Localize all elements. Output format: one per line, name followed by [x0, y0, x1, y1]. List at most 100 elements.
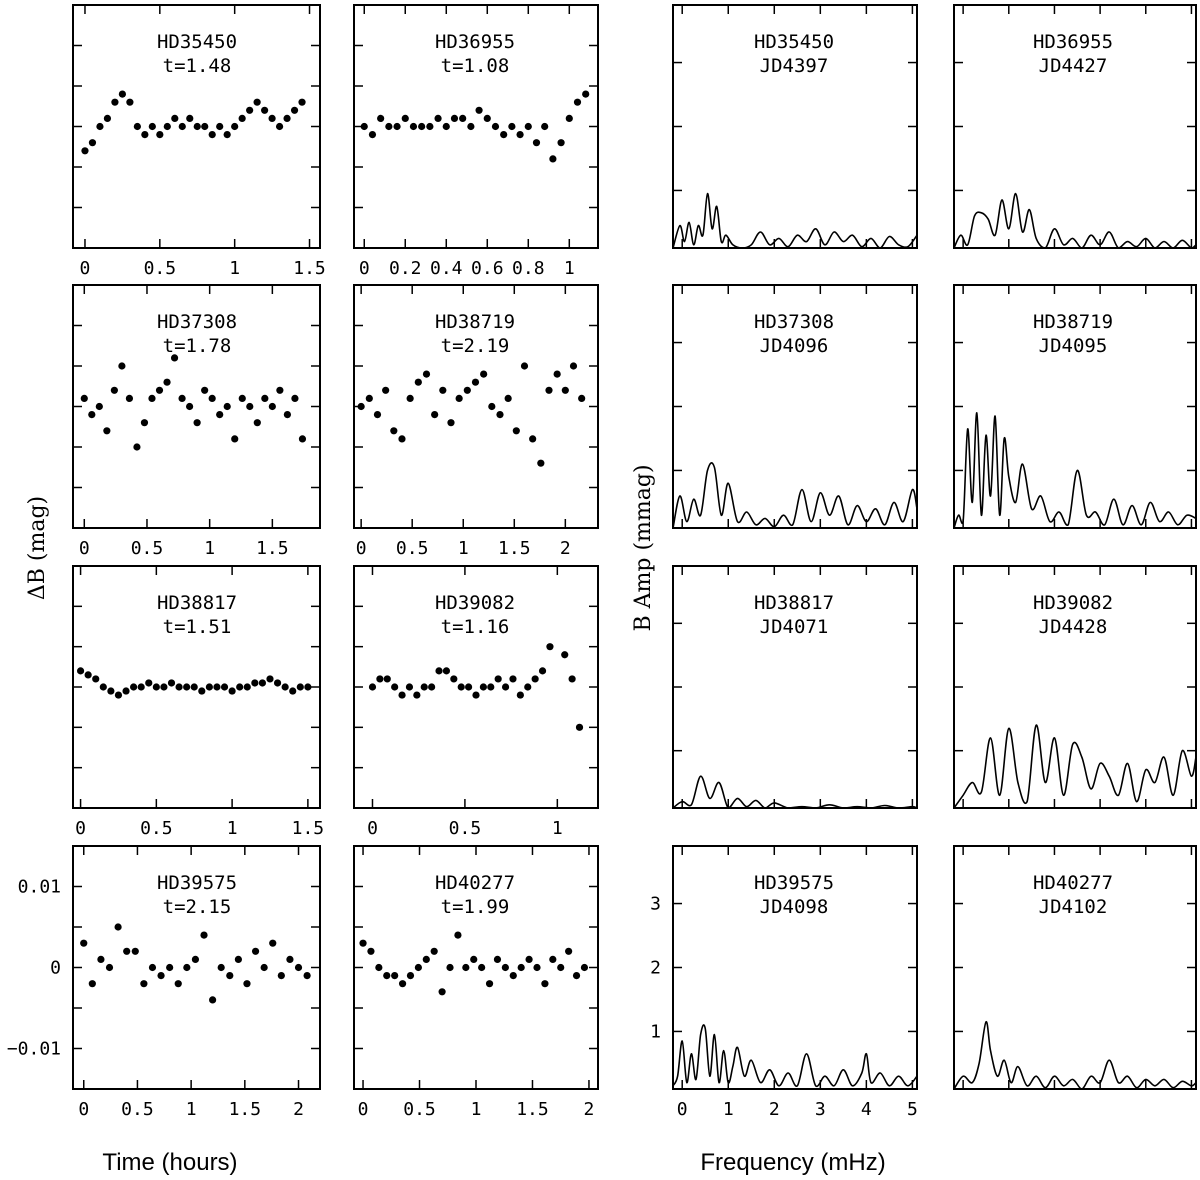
- x-tick-label: 1.5: [516, 1099, 549, 1120]
- lightcurve-point: [201, 122, 209, 131]
- lightcurve-point: [234, 955, 242, 964]
- lightcurve-point: [546, 643, 554, 651]
- lightcurve-point: [568, 675, 576, 683]
- lightcurve-point: [509, 675, 517, 683]
- spectrum-hd40277-star-label: HD40277: [1033, 872, 1113, 894]
- lightcurve-point: [430, 947, 438, 955]
- lightcurve-point: [447, 419, 455, 427]
- lightcurve-point: [504, 394, 512, 402]
- lightcurve-point: [501, 963, 509, 972]
- lightcurve-point: [105, 963, 114, 972]
- lightcurve-point: [517, 963, 525, 972]
- lightcurve-point: [496, 411, 504, 419]
- amplitude-spectrum-line: [672, 775, 918, 809]
- lightcurve-point: [111, 98, 119, 106]
- lightcurve-point: [493, 955, 502, 964]
- lightcurve-point: [148, 122, 156, 131]
- lightcurve-point: [238, 114, 246, 122]
- x-tick-label: 0.5: [403, 1099, 436, 1120]
- lightcurve-point: [375, 963, 383, 972]
- lightcurve-point: [426, 122, 434, 131]
- lightcurve-point: [141, 131, 149, 139]
- lightcurve-point: [190, 683, 198, 691]
- x-tick-label: 0.5: [449, 818, 482, 839]
- lightcurve-point: [216, 411, 224, 419]
- lightcurve-point: [163, 122, 171, 131]
- lightcurve-point: [174, 980, 182, 988]
- amplitude-spectrum-line: [953, 1021, 1197, 1090]
- lightcurve-point: [163, 378, 171, 386]
- lightcurve-point: [500, 131, 508, 139]
- lightcurve-point: [286, 955, 294, 964]
- lightcurve-point: [243, 683, 251, 691]
- lightcurve-point: [557, 963, 565, 972]
- lightcurve-point: [88, 139, 97, 147]
- lightcurve-point: [223, 402, 231, 411]
- lightcurve-point: [549, 955, 557, 964]
- lightcurve-point: [580, 963, 589, 972]
- lightcurve-point: [462, 963, 470, 972]
- lightcurve-point: [201, 386, 209, 394]
- lightcurve-point: [398, 980, 407, 988]
- lightcurve-point: [508, 122, 516, 131]
- lightcurve-point: [422, 370, 431, 378]
- x-tick-label: 4: [861, 1099, 872, 1120]
- lightcurve-point: [103, 114, 112, 122]
- lightcurve-point: [541, 980, 549, 988]
- lightcurve-point: [368, 131, 377, 139]
- lightcurve-point: [268, 402, 276, 411]
- lightcurve-point: [118, 90, 126, 98]
- spectrum-hd38817-epoch-label: JD4071: [760, 616, 829, 638]
- lightcurve-point: [524, 122, 532, 131]
- y-tick-label: −0.01: [7, 1039, 61, 1060]
- lightcurve-point: [186, 402, 194, 411]
- lightcurve-point: [565, 114, 573, 122]
- x-tick-label: 0.6: [471, 258, 504, 279]
- lightcurve-point: [223, 131, 231, 139]
- lightcurve-point: [454, 931, 462, 939]
- lightcurve-point: [480, 370, 488, 378]
- lightcurve-hd39575-epoch-label: t=2.15: [163, 896, 232, 918]
- lightcurve-point: [186, 114, 194, 122]
- lightcurve-point: [303, 972, 311, 980]
- x-tick-label: 0.5: [121, 1099, 154, 1120]
- lightcurve-point: [231, 435, 239, 443]
- lightcurve-point: [156, 131, 164, 139]
- x-tick-label: 0: [356, 538, 367, 559]
- lightcurve-point: [409, 122, 418, 131]
- lightcurve-point: [438, 988, 446, 996]
- lightcurve-point: [368, 683, 377, 691]
- lightcurve-point: [220, 683, 229, 691]
- lightcurve-point: [439, 386, 447, 394]
- lightcurve-point: [455, 394, 463, 402]
- lightcurve-point: [208, 131, 216, 139]
- lightcurve-point: [390, 427, 398, 435]
- lightcurve-point: [92, 675, 100, 683]
- x-tick-label: 1: [227, 818, 238, 839]
- lightcurve-point: [376, 675, 384, 683]
- lightcurve-point: [398, 691, 406, 699]
- lightcurve-point: [200, 931, 208, 939]
- lightcurve-point: [126, 98, 134, 106]
- amplitude-spectrum-line: [953, 724, 1197, 809]
- lightcurve-point: [472, 691, 480, 699]
- lightcurve-point: [446, 963, 454, 972]
- lightcurve-point: [459, 114, 467, 122]
- lightcurve-point: [253, 98, 261, 106]
- lightcurve-point: [367, 947, 375, 955]
- spectrum-hd36955-epoch-label: JD4427: [1039, 55, 1108, 77]
- lightcurve-point: [516, 691, 524, 699]
- spectrum-hd39082-star-label: HD39082: [1033, 592, 1113, 614]
- x-tick-label: 1: [186, 1099, 197, 1120]
- lightcurve-point: [289, 687, 297, 695]
- lightcurve-point: [81, 147, 89, 155]
- lightcurve-point: [283, 114, 291, 122]
- lightcurve-point: [549, 155, 557, 163]
- lightcurve-point: [463, 386, 471, 394]
- lightcurve-point: [130, 683, 138, 691]
- lightcurve-point: [298, 98, 306, 106]
- lightcurve-point: [236, 683, 244, 691]
- lightcurve-point: [383, 675, 391, 683]
- lightcurve-point: [483, 114, 491, 122]
